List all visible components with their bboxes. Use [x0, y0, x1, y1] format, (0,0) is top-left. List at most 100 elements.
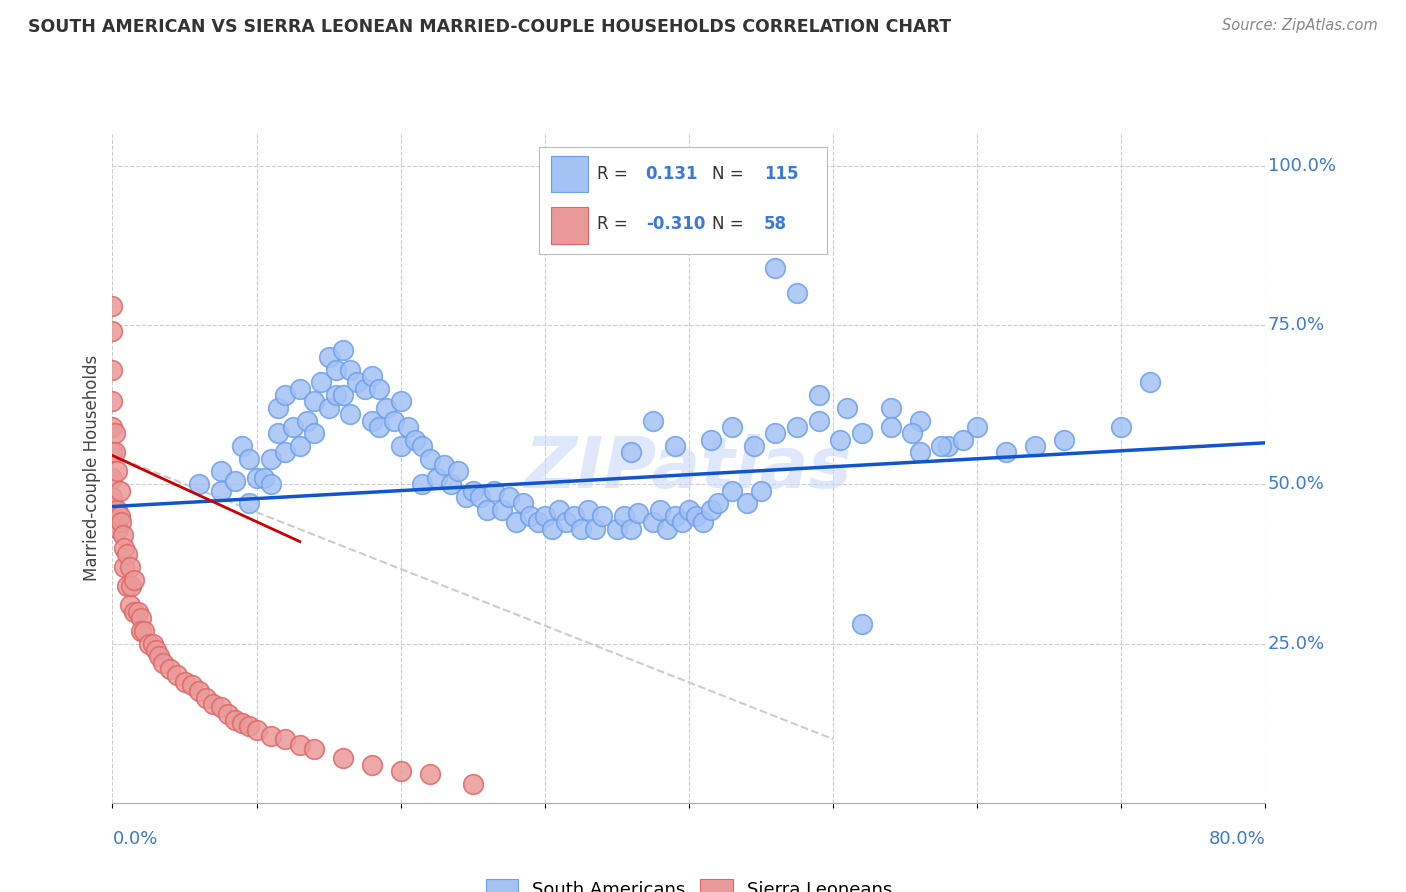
- Point: [360, 757, 382, 772]
- Point: [461, 777, 484, 791]
- Point: [468, 490, 491, 504]
- Point: [880, 420, 903, 434]
- Point: [368, 382, 391, 396]
- Point: [111, 528, 134, 542]
- Point: [188, 684, 211, 698]
- Point: [134, 624, 156, 638]
- Point: [1024, 439, 1046, 453]
- Point: [389, 764, 412, 778]
- Point: [519, 509, 541, 524]
- Point: [461, 483, 484, 498]
- Point: [786, 286, 808, 301]
- Point: [105, 465, 128, 479]
- Point: [475, 502, 498, 516]
- Point: [606, 522, 628, 536]
- Legend: South Americans, Sierra Leoneans: South Americans, Sierra Leoneans: [478, 872, 900, 892]
- Point: [112, 541, 135, 555]
- Point: [260, 729, 283, 743]
- Point: [101, 420, 124, 434]
- Point: [491, 502, 513, 516]
- Point: [122, 605, 145, 619]
- Point: [548, 502, 571, 516]
- Point: [339, 407, 361, 421]
- Point: [101, 299, 124, 313]
- Point: [641, 413, 664, 427]
- Point: [569, 522, 592, 536]
- Point: [360, 368, 382, 383]
- Point: [105, 502, 128, 516]
- Point: [101, 490, 124, 504]
- Point: [304, 394, 326, 409]
- Point: [209, 483, 232, 498]
- Point: [627, 506, 650, 520]
- Point: [648, 502, 672, 516]
- Point: [101, 445, 124, 459]
- Point: [880, 401, 903, 415]
- Point: [562, 509, 585, 524]
- Point: [1139, 376, 1161, 390]
- Point: [699, 433, 721, 447]
- Point: [101, 324, 124, 338]
- Point: [995, 445, 1018, 459]
- Point: [238, 719, 260, 733]
- Point: [657, 522, 679, 536]
- Point: [267, 401, 290, 415]
- Point: [484, 483, 506, 498]
- Point: [526, 516, 548, 530]
- Point: [678, 502, 700, 516]
- Point: [332, 751, 354, 765]
- Text: 50.0%: 50.0%: [1268, 475, 1324, 493]
- Point: [765, 260, 787, 275]
- Point: [195, 690, 218, 705]
- Point: [304, 741, 326, 756]
- Point: [318, 401, 340, 415]
- Point: [108, 509, 131, 524]
- Point: [966, 420, 988, 434]
- Point: [620, 445, 643, 459]
- Point: [325, 388, 347, 402]
- Point: [426, 471, 449, 485]
- Point: [101, 509, 124, 524]
- Point: [765, 426, 787, 441]
- Point: [188, 477, 211, 491]
- Point: [101, 362, 124, 376]
- Point: [721, 483, 744, 498]
- Point: [288, 382, 311, 396]
- Point: [288, 739, 311, 753]
- Point: [159, 662, 181, 676]
- Point: [231, 716, 253, 731]
- Point: [368, 420, 391, 434]
- Point: [901, 426, 924, 441]
- Point: [260, 477, 283, 491]
- Text: Source: ZipAtlas.com: Source: ZipAtlas.com: [1222, 18, 1378, 33]
- Point: [104, 426, 127, 441]
- Point: [224, 713, 246, 727]
- Point: [936, 439, 959, 453]
- Point: [440, 477, 463, 491]
- Point: [389, 439, 412, 453]
- Point: [498, 490, 520, 504]
- Point: [433, 458, 456, 472]
- Point: [166, 668, 188, 682]
- Point: [419, 451, 441, 466]
- Point: [274, 732, 297, 747]
- Point: [851, 617, 873, 632]
- Point: [830, 433, 852, 447]
- Point: [238, 451, 260, 466]
- Point: [202, 697, 225, 711]
- Point: [101, 394, 124, 409]
- Point: [353, 382, 375, 396]
- Point: [325, 362, 347, 376]
- Point: [281, 420, 304, 434]
- Point: [311, 376, 333, 390]
- Point: [173, 674, 195, 689]
- Text: 0.0%: 0.0%: [112, 830, 157, 847]
- Point: [807, 413, 830, 427]
- Point: [112, 560, 135, 574]
- Point: [138, 636, 160, 650]
- Point: [115, 579, 138, 593]
- Point: [1111, 420, 1133, 434]
- Y-axis label: Married-couple Households: Married-couple Households: [83, 355, 101, 582]
- Point: [339, 362, 361, 376]
- Point: [231, 439, 253, 453]
